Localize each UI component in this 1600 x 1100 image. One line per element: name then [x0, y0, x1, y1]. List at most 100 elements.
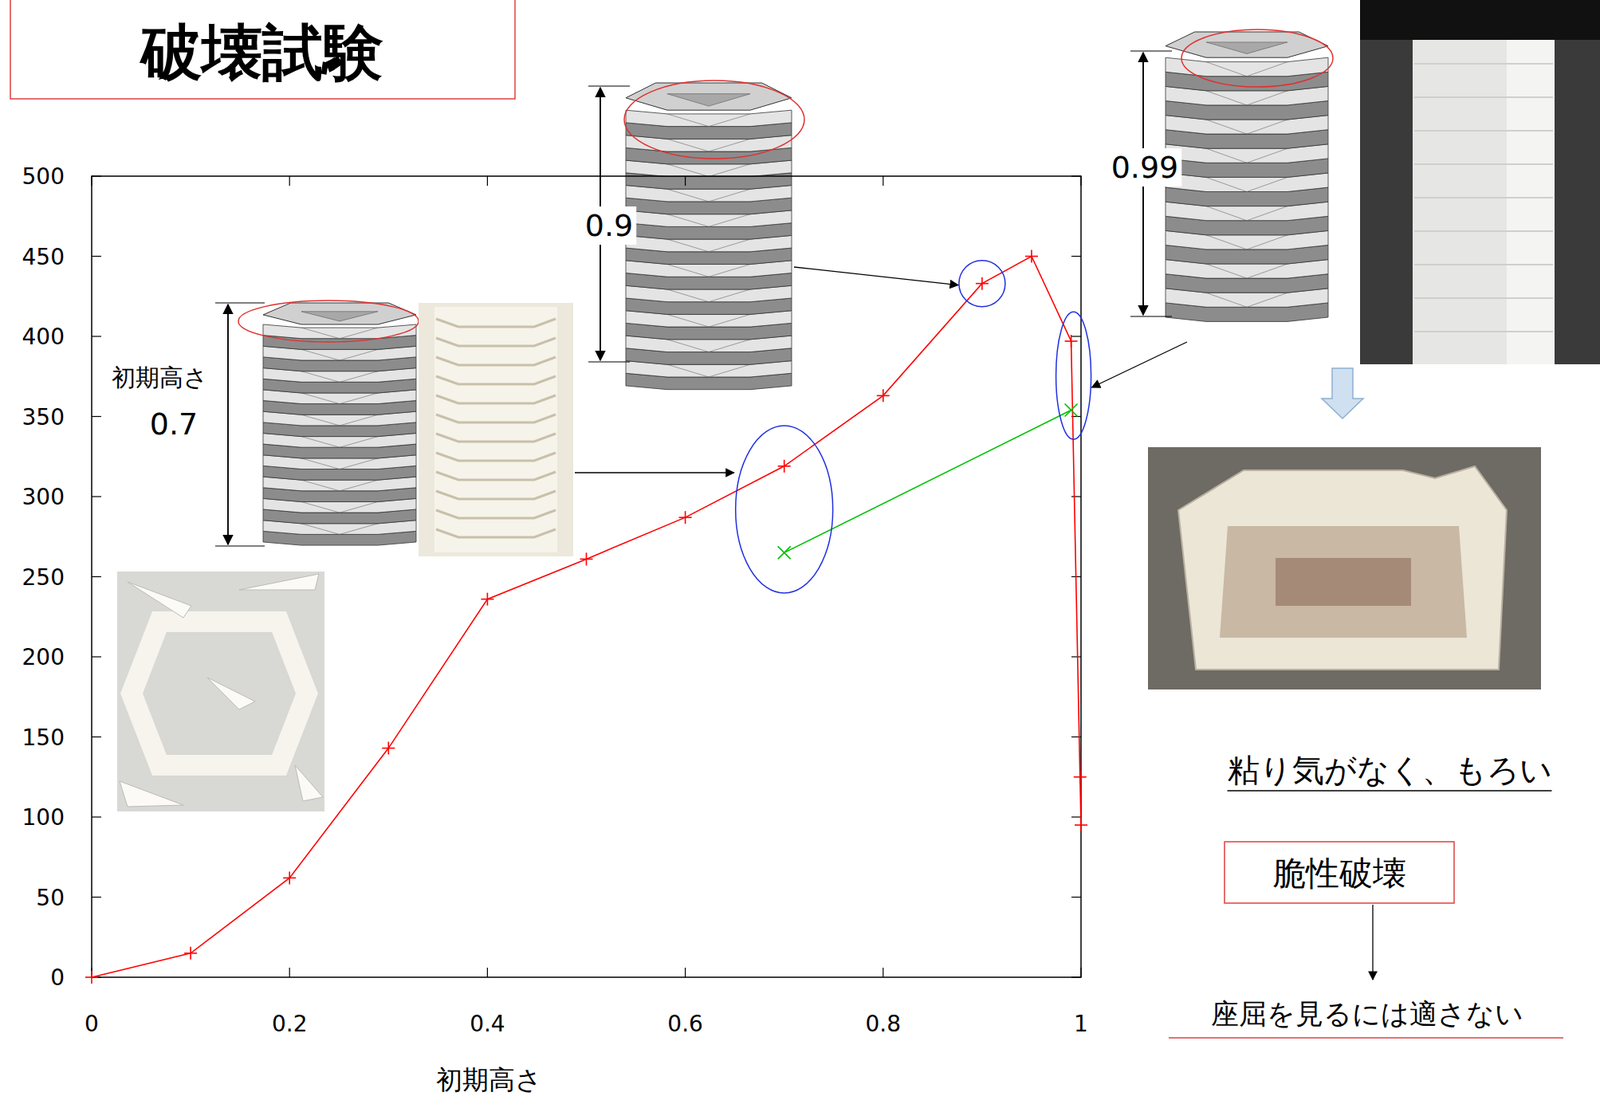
- x-tick: [1080, 967, 1082, 978]
- x-tick: [684, 967, 686, 978]
- model-facet: [301, 414, 340, 426]
- series-marker: [778, 546, 791, 559]
- model-facet: [301, 436, 340, 449]
- marker-stroke: [90, 971, 93, 984]
- y-tick: [1071, 976, 1082, 978]
- series-marker: [1074, 818, 1088, 832]
- y-tick-label: 0: [50, 964, 65, 991]
- photo-pleat: [436, 414, 556, 423]
- flow-arrow: [1321, 368, 1364, 419]
- model-facet: [667, 214, 709, 228]
- y-tick-label: 200: [22, 644, 65, 671]
- model-facet: [339, 349, 378, 361]
- marker-stroke: [189, 947, 192, 960]
- series-line: [784, 409, 1072, 553]
- y-tick-label: 500: [22, 163, 65, 190]
- y-tick-label: 100: [22, 804, 65, 831]
- model-top: [263, 302, 417, 325]
- dimension-arrow: [227, 304, 229, 545]
- photo-cup-inside: [1219, 526, 1467, 638]
- x-tick: [882, 176, 884, 186]
- text-patch: [1108, 148, 1183, 187]
- annotation-conclusion: 座屈を見るには適さない: [1210, 998, 1524, 1030]
- y-tick: [91, 816, 102, 818]
- model-facet: [1246, 206, 1288, 221]
- model-pleat-light: [1165, 57, 1329, 77]
- model-pleat-light: [625, 110, 792, 126]
- annotation-box-text: 脆性破壊: [1272, 853, 1407, 893]
- x-tick: [487, 176, 488, 186]
- model-facet: [1206, 148, 1247, 163]
- y-tick: [91, 656, 102, 657]
- photo-cup-shadow: [1275, 558, 1412, 606]
- photo-pleat: [1414, 263, 1553, 266]
- slide: 破壊試験05010015020025030035040045050000.20.…: [0, 0, 1600, 1100]
- underline: [1168, 1037, 1564, 1039]
- x-tick-label: 0.8: [865, 1010, 902, 1038]
- marker-stroke: [1080, 818, 1082, 832]
- photo-pleat: [436, 491, 556, 500]
- y-tick-label: 450: [22, 243, 65, 271]
- x-tick-label: 0: [84, 1010, 99, 1038]
- y-tick: [91, 576, 102, 578]
- model-facet: [708, 364, 751, 378]
- photo-shard: [207, 677, 256, 710]
- photo-pleat: [436, 452, 556, 461]
- photo-shard: [294, 765, 323, 802]
- dimension-extension: [588, 86, 630, 87]
- y-tick-label: 300: [22, 483, 65, 511]
- marker-stroke: [882, 389, 885, 402]
- y-tick-label: 50: [35, 884, 65, 912]
- photo-pleat: [436, 471, 556, 480]
- series-marker: [184, 947, 197, 960]
- series-marker: [778, 459, 791, 473]
- model-facet: [1246, 235, 1288, 250]
- y-tick-label: 150: [22, 724, 65, 751]
- model-facet: [708, 114, 751, 127]
- model-facet: [339, 371, 378, 383]
- y-tick: [1071, 656, 1082, 657]
- model-facet: [1206, 176, 1247, 192]
- annotation-height-value: 0.99: [1111, 149, 1180, 185]
- model-facet: [708, 164, 751, 177]
- photo-pleat: [436, 357, 556, 366]
- model-facet: [708, 339, 751, 353]
- marker-stroke: [387, 742, 390, 755]
- y-tick-label: 350: [22, 404, 65, 431]
- series-lines: [91, 256, 1082, 979]
- x-tick-label: 0.4: [469, 1010, 506, 1038]
- model-facet: [667, 339, 709, 353]
- photo-column-face: [1506, 39, 1555, 365]
- marker-stroke: [1079, 770, 1082, 784]
- x-tick: [487, 967, 488, 978]
- series-marker: [85, 971, 99, 984]
- x-tick: [289, 176, 291, 186]
- y-tick: [91, 335, 102, 337]
- annotation-height-value: 0.7: [149, 406, 198, 442]
- y-tick: [91, 495, 102, 497]
- series-marker: [679, 511, 692, 524]
- photo-pleat: [1414, 196, 1553, 199]
- model-facet: [301, 479, 340, 492]
- y-tick: [1071, 896, 1082, 898]
- marker-stroke: [1070, 334, 1073, 348]
- model-facet: [1206, 235, 1247, 250]
- model-facet: [301, 327, 340, 339]
- photo-pleat: [1414, 96, 1553, 99]
- model-facet: [667, 114, 709, 127]
- model-facet: [301, 349, 340, 361]
- y-tick: [91, 896, 102, 898]
- underline: [1227, 790, 1553, 792]
- model-pleat-light: [263, 324, 417, 339]
- series-line: [91, 256, 1082, 979]
- series-marker: [580, 552, 594, 566]
- marker-stroke: [1030, 250, 1033, 264]
- pointer-arrow: [1092, 342, 1188, 388]
- photo-hex-ring: [131, 621, 307, 766]
- model-top: [625, 82, 792, 111]
- photo-pleat: [1414, 330, 1553, 333]
- dimension-extension: [1130, 316, 1172, 318]
- y-tick: [1071, 255, 1082, 257]
- model-facet: [667, 314, 709, 327]
- photo-shard: [239, 573, 319, 590]
